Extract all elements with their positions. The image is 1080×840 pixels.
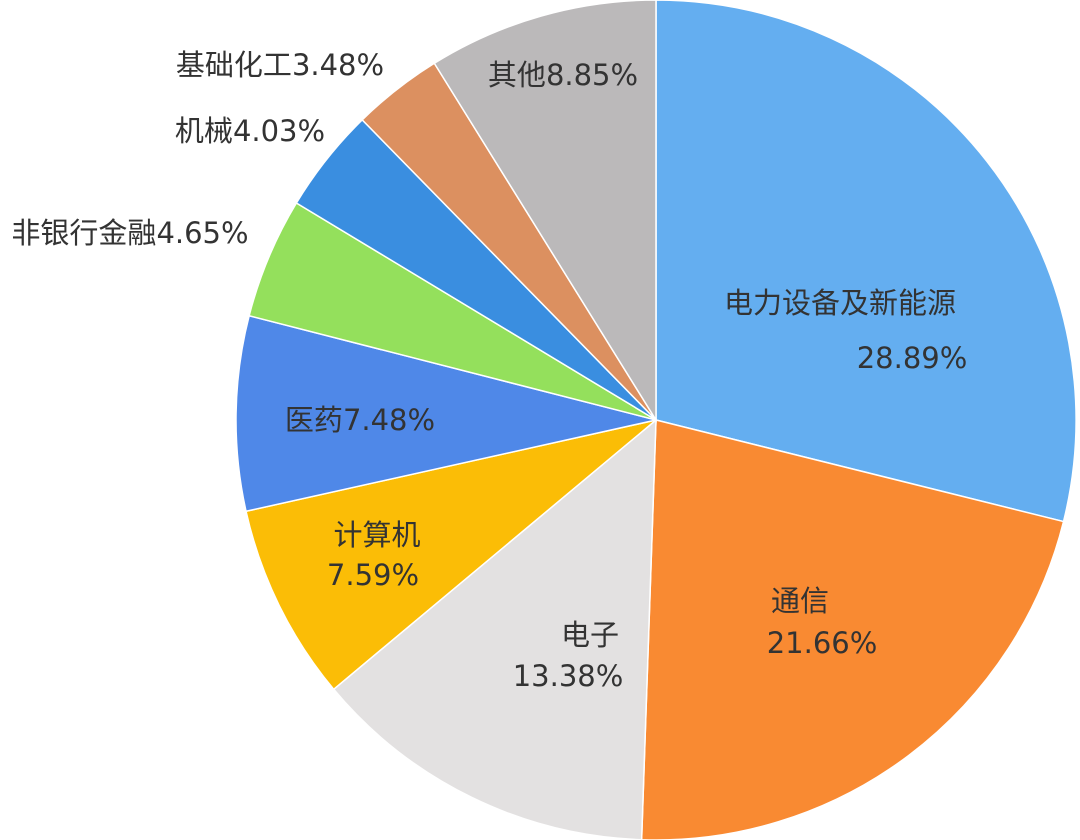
slice-label: 电子 [561,618,619,652]
slice-label-group: 机械4.03% [175,114,325,148]
pie-slice [235,314,657,513]
pie-slice [655,0,1077,523]
slice-label-group: 其他8.85% [488,58,638,92]
value-label: 21.66% [767,626,878,660]
slice-label: 基础化工 [176,48,292,82]
slice-label: 计算机 [333,518,420,552]
value-label: 3.48% [292,48,384,82]
slice-label-group: 非银行金融4.65% [11,216,248,250]
slice-label-group: 医药7.48% [285,403,435,437]
slice-label: 医药 [285,403,343,437]
pie-slice [332,418,657,840]
value-label: 13.38% [513,659,624,693]
slice-label: 机械 [175,114,233,148]
slice-label: 其他 [488,58,546,92]
pie-slice [640,419,1065,840]
pie-slice [433,0,657,423]
value-label: 4.65% [156,216,248,250]
slice-label: 电力设备及新能源 [724,286,956,320]
value-label: 4.03% [233,114,325,148]
value-label: 7.48% [343,403,435,437]
value-label: 8.85% [546,58,638,92]
value-label: 7.59% [327,558,419,592]
slice-label-group: 基础化工3.48% [176,48,384,82]
pie-slice [245,419,657,691]
value-label: 28.89% [857,341,968,375]
slice-label: 通信 [771,584,829,618]
slice-label: 非银行金融 [11,216,156,250]
